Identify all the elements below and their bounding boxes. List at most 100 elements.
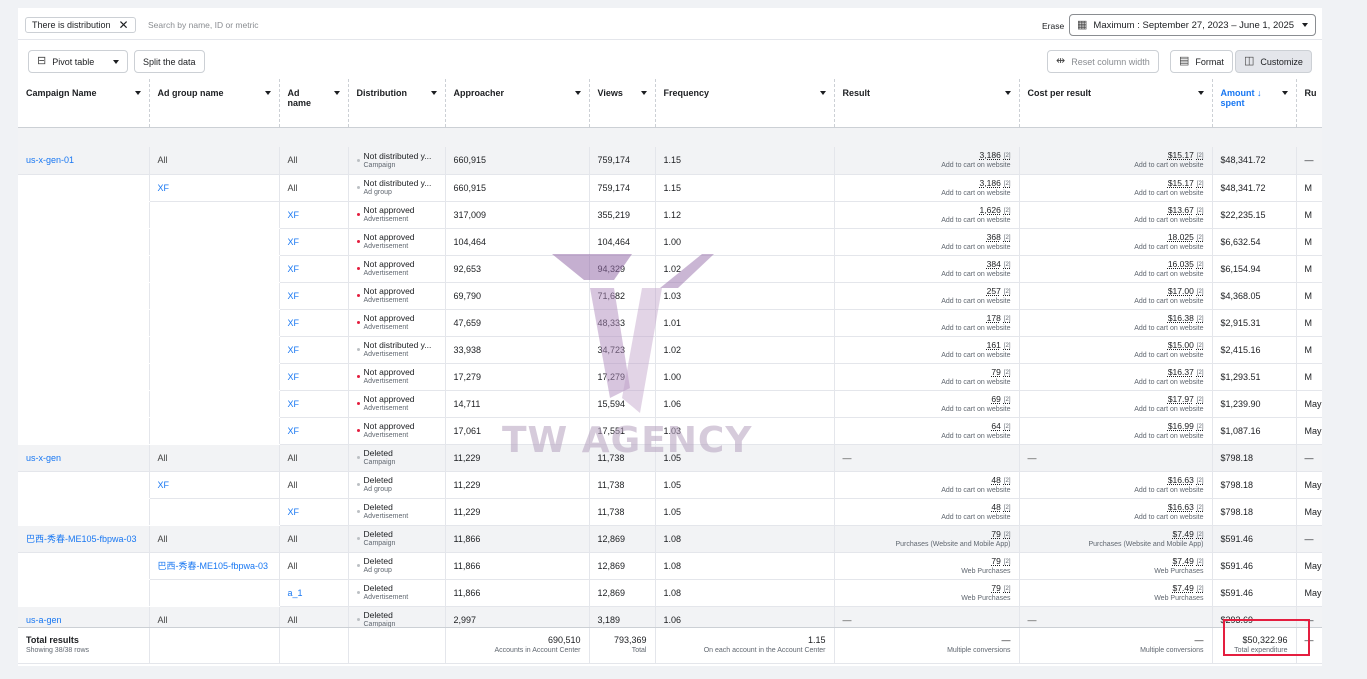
erase-link[interactable]: Erase — [1042, 21, 1065, 31]
campaign-cell[interactable]: us-x-gen-01 — [18, 147, 149, 175]
ad-cell[interactable]: XF — [278, 282, 348, 310]
cost-cell[interactable]: $15.17 [2] Add to cart on website — [1018, 147, 1212, 175]
result-cell[interactable]: 161 [2] Add to cart on website — [833, 336, 1019, 364]
column-header-views[interactable]: Views — [588, 79, 655, 128]
result-cell[interactable]: 384 [2] Add to cart on website — [833, 255, 1019, 283]
ad-cell[interactable]: XF — [278, 201, 348, 229]
ad-cell[interactable]: XF — [278, 417, 348, 445]
format-button[interactable]: ▤ Format — [1170, 50, 1233, 73]
ad-cell[interactable]: All — [278, 174, 348, 202]
cost-cell[interactable]: $15.00 [2] Add to cart on website — [1018, 336, 1212, 364]
table-row[interactable]: us-x-gen-01 All All Not distributed y... Cam… — [18, 147, 1322, 175]
result-cell[interactable]: 79 [2] Add to cart on website — [833, 363, 1019, 391]
table-row[interactable]: XF Not approved Advertisement 317,009 355,21… — [18, 201, 1322, 229]
cost-cell[interactable]: $7.49 [2] Web Purchases — [1018, 579, 1212, 607]
split-data-button[interactable]: Split the data — [134, 50, 205, 73]
column-header-cost[interactable]: Cost per result — [1018, 79, 1212, 128]
table-row[interactable]: XF Deleted Advertisement 11,229 11,738 1.05 48… — [18, 498, 1322, 526]
ad-cell[interactable]: All — [278, 552, 348, 580]
table-row[interactable]: XF Not approved Advertisement 69,790 71,682 1… — [18, 282, 1322, 310]
column-header-ad[interactable]: Ad name — [278, 79, 348, 128]
adgroup-cell[interactable]: XF — [148, 471, 279, 499]
column-header-result[interactable]: Result — [833, 79, 1019, 128]
ad-cell[interactable]: XF — [278, 309, 348, 337]
date-range-picker[interactable]: ▦ Maximum : September 27, 2023 – June 1,… — [1069, 14, 1316, 36]
table-row[interactable]: us-x-gen All All Deleted Campaign 11,229 11,73… — [18, 444, 1322, 472]
adgroup-cell[interactable]: All — [148, 444, 279, 472]
chevron-down-icon[interactable] — [134, 91, 141, 95]
result-cell[interactable]: 3,186 [2] Add to cart on website — [833, 147, 1019, 175]
chevron-down-icon[interactable] — [1197, 91, 1204, 95]
table-row[interactable]: XF Not approved Advertisement 17,279 17,279 1… — [18, 363, 1322, 391]
table-row[interactable]: XF Not distributed y... Advertisement 33,93… — [18, 336, 1322, 364]
ad-cell[interactable]: All — [278, 444, 348, 472]
table-row[interactable]: XF Not approved Advertisement 17,061 17,551 1… — [18, 417, 1322, 445]
customize-button[interactable]: ◫ Customize — [1235, 50, 1312, 73]
adgroup-cell[interactable]: All — [148, 525, 279, 553]
table-row[interactable]: XF Not approved Advertisement 14,711 15,594 1… — [18, 390, 1322, 418]
result-cell[interactable]: 178 [2] Add to cart on website — [833, 309, 1019, 337]
result-cell[interactable]: 64 [2] Add to cart on website — [833, 417, 1019, 445]
cost-cell[interactable]: $16.38 [2] Add to cart on website — [1018, 309, 1212, 337]
column-header-adgroup[interactable]: Ad group name — [148, 79, 279, 128]
cost-cell[interactable]: $7.49 [2] Purchases (Website and Mobile Ap… — [1018, 525, 1212, 553]
table-row[interactable]: XF All Deleted Ad group 11,229 11,738 1.05 48 [2… — [18, 471, 1322, 499]
table-row[interactable]: a_1 Deleted Advertisement 11,866 12,869 1.08 7… — [18, 579, 1322, 607]
cost-cell[interactable]: $16.63 [2] Add to cart on website — [1018, 498, 1212, 526]
result-cell[interactable]: 3,186 [2] Add to cart on website — [833, 174, 1019, 202]
search-input[interactable]: Search by name, ID or metric — [148, 20, 259, 30]
close-icon[interactable]: ✕ — [118, 18, 129, 32]
chevron-down-icon[interactable] — [574, 91, 581, 95]
ad-cell[interactable]: XF — [278, 228, 348, 256]
ad-cell[interactable]: All — [278, 147, 348, 175]
chevron-down-icon[interactable] — [640, 91, 647, 95]
table-row[interactable]: 巴西-秀春-ME105-fbpwa-03 All All Deleted Campaig… — [18, 525, 1322, 553]
cost-cell[interactable]: $17.97 [2] Add to cart on website — [1018, 390, 1212, 418]
ad-cell[interactable]: a_1 — [278, 579, 348, 607]
chevron-down-icon[interactable] — [819, 91, 826, 95]
table-row[interactable]: XF All Not distributed y... Ad group 660,915… — [18, 174, 1322, 202]
column-header-distribution[interactable]: Distribution — [347, 79, 445, 128]
cost-cell[interactable]: 18.025 [2] Add to cart on website — [1018, 228, 1212, 256]
table-row[interactable]: 巴西-秀春-ME105-fbpwa-03 All Deleted Ad group 11… — [18, 552, 1322, 580]
cost-cell[interactable]: 16.035 [2] Add to cart on website — [1018, 255, 1212, 283]
result-cell[interactable]: 48 [2] Add to cart on website — [833, 498, 1019, 526]
result-cell[interactable]: 79 [2] Purchases (Website and Mobile App) — [833, 525, 1019, 553]
adgroup-cell[interactable]: 巴西-秀春-ME105-fbpwa-03 — [148, 552, 279, 580]
adgroup-cell[interactable]: XF — [148, 174, 279, 202]
result-cell[interactable]: 69 [2] Add to cart on website — [833, 390, 1019, 418]
result-cell[interactable]: 368 [2] Add to cart on website — [833, 228, 1019, 256]
result-cell[interactable]: 1,626 [2] Add to cart on website — [833, 201, 1019, 229]
cost-cell[interactable]: $7.49 [2] Web Purchases — [1018, 552, 1212, 580]
ad-cell[interactable]: All — [278, 471, 348, 499]
result-cell[interactable]: 79 [2] Web Purchases — [833, 552, 1019, 580]
table-row[interactable]: XF Not approved Advertisement 47,659 48,333 1… — [18, 309, 1322, 337]
cost-cell[interactable]: $17.00 [2] Add to cart on website — [1018, 282, 1212, 310]
table-row[interactable]: XF Not approved Advertisement 92,653 94,329 1… — [18, 255, 1322, 283]
cost-cell[interactable]: $13.67 [2] Add to cart on website — [1018, 201, 1212, 229]
filter-chip[interactable]: There is distribution ✕ — [25, 17, 136, 33]
cost-cell[interactable]: $16.99 [2] Add to cart on website — [1018, 417, 1212, 445]
result-cell[interactable]: 79 [2] Web Purchases — [833, 579, 1019, 607]
campaign-cell[interactable]: us-x-gen — [18, 444, 149, 472]
column-header-campaign[interactable]: Campaign Name — [18, 79, 149, 128]
cost-cell[interactable]: $16.37 [2] Add to cart on website — [1018, 363, 1212, 391]
column-header-ru[interactable]: Ru — [1295, 79, 1322, 128]
chevron-down-icon[interactable] — [264, 91, 271, 95]
result-cell[interactable]: 257 [2] Add to cart on website — [833, 282, 1019, 310]
campaign-cell[interactable]: 巴西-秀春-ME105-fbpwa-03 — [18, 525, 149, 553]
ad-cell[interactable]: XF — [278, 498, 348, 526]
ad-cell[interactable]: XF — [278, 363, 348, 391]
ad-cell[interactable]: XF — [278, 255, 348, 283]
cost-cell[interactable]: $15.17 [2] Add to cart on website — [1018, 174, 1212, 202]
chevron-down-icon[interactable] — [1004, 91, 1011, 95]
ad-cell[interactable]: XF — [278, 336, 348, 364]
result-cell[interactable]: 48 [2] Add to cart on website — [833, 471, 1019, 499]
column-header-approacher[interactable]: Approacher — [444, 79, 589, 128]
ad-cell[interactable]: XF — [278, 390, 348, 418]
chevron-down-icon[interactable] — [333, 91, 340, 95]
chevron-down-icon[interactable] — [430, 91, 437, 95]
column-header-amount[interactable]: Amount ↓ spent — [1211, 79, 1296, 128]
ad-cell[interactable]: All — [278, 525, 348, 553]
adgroup-cell[interactable]: All — [148, 147, 279, 175]
